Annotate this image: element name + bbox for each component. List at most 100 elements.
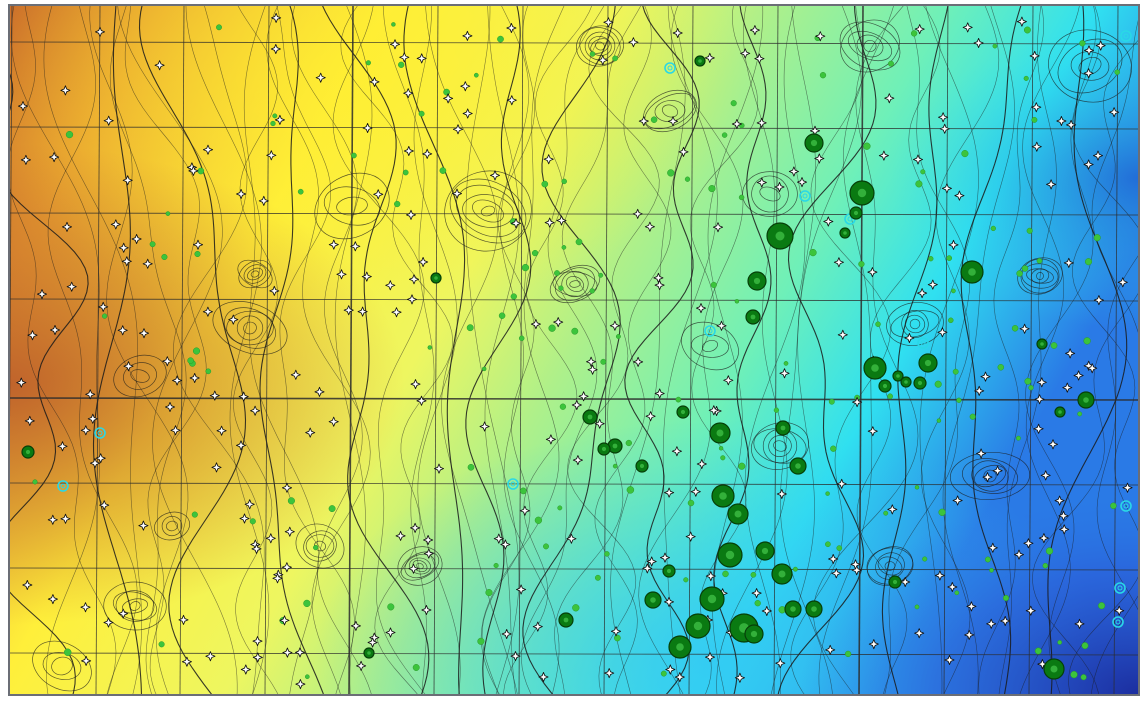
producing-well-marker — [914, 604, 920, 610]
producing-well-marker — [830, 445, 837, 452]
producing-well-marker — [287, 497, 295, 505]
producing-well-marker — [604, 551, 610, 557]
gas-show-ring-core — [847, 216, 853, 222]
producing-well-marker — [571, 327, 579, 335]
producing-well-marker — [63, 648, 72, 657]
production-bubble-center — [1050, 665, 1058, 673]
contour-loop — [238, 259, 272, 289]
contour-line — [276, 6, 355, 694]
production-bubble-center — [753, 277, 761, 285]
producing-well-marker — [615, 334, 621, 339]
producing-well-marker — [819, 72, 827, 79]
producing-well-marker — [572, 604, 580, 612]
production-bubble-center — [871, 364, 879, 372]
contour-loop — [840, 19, 900, 73]
contour-line — [920, 6, 1000, 694]
producing-well-marker — [792, 566, 798, 572]
producing-well-marker — [773, 407, 780, 413]
producing-well-marker — [734, 299, 740, 304]
gas-show-ring — [1120, 30, 1132, 42]
gas-show-ring — [917, 337, 929, 349]
gas-show-ring-core — [920, 340, 926, 346]
gas-show-ring-core — [1123, 33, 1129, 39]
producing-well-marker — [158, 641, 165, 648]
producing-well-marker — [519, 487, 527, 495]
grid-line-horizontal — [10, 41, 1138, 45]
contour-line — [47, 6, 138, 694]
producing-well-marker — [992, 43, 998, 49]
contour-line — [10, 6, 100, 694]
grid-line-horizontal — [10, 212, 1138, 216]
producing-well-marker — [1057, 640, 1063, 645]
producing-well-marker — [510, 293, 517, 300]
producing-well-marker — [1028, 385, 1034, 391]
contour-loop — [303, 530, 337, 562]
producing-well-marker — [518, 335, 525, 342]
grid-line-horizontal — [10, 567, 1138, 571]
contour-line — [185, 6, 270, 694]
producing-well-marker — [497, 35, 504, 43]
producing-well-marker — [984, 556, 991, 563]
producing-well-marker — [920, 169, 926, 175]
producing-well-marker — [1070, 670, 1078, 679]
contour-loop — [449, 178, 527, 244]
contour-line — [117, 6, 238, 694]
producing-well-marker — [883, 510, 889, 516]
producing-well-marker — [1079, 40, 1086, 47]
producing-well-marker — [467, 463, 475, 471]
production-bubble-center — [811, 606, 817, 612]
grid-line-vertical — [348, 6, 354, 694]
production-bubble-center — [612, 443, 618, 449]
producing-well-marker — [391, 22, 396, 27]
producing-well-marker — [197, 167, 205, 175]
producing-well-marker — [1031, 116, 1038, 123]
contour-line — [770, 6, 817, 694]
producing-well-marker — [1042, 562, 1049, 569]
gas-show-ring — [94, 427, 106, 439]
contour-map[interactable] — [10, 6, 1138, 694]
production-bubble-center — [563, 617, 569, 623]
gas-show-ring — [57, 480, 69, 492]
grid-line-vertical — [943, 6, 949, 694]
producing-well-marker — [394, 200, 401, 208]
production-bubble-center — [1040, 342, 1044, 346]
production-bubble-center — [601, 446, 607, 452]
grid-line-vertical — [10, 6, 13, 419]
grid-line-vertical — [433, 6, 439, 694]
contour-loop — [32, 640, 92, 692]
contour-loop — [305, 534, 335, 558]
producing-well-marker — [750, 571, 757, 578]
production-bubble-center — [904, 380, 908, 384]
production-bubble-center — [857, 188, 867, 198]
contour-loop — [123, 362, 157, 390]
contour-line — [813, 6, 919, 694]
contour-line — [942, 6, 1015, 694]
producing-well-marker — [534, 516, 543, 524]
production-bubble-center — [676, 643, 684, 651]
producing-well-marker — [858, 260, 865, 268]
producing-well-marker — [187, 357, 194, 364]
producing-well-marker — [165, 211, 171, 216]
production-bubble-center — [707, 594, 717, 604]
producing-well-marker — [863, 142, 871, 150]
producing-well-marker — [1015, 435, 1021, 441]
producing-well-marker — [934, 380, 942, 388]
contour-loop — [661, 104, 679, 118]
producing-well-marker — [466, 324, 474, 332]
contour-loop — [863, 39, 877, 53]
contour-loop — [51, 656, 73, 676]
production-bubble-center — [778, 570, 786, 578]
gas-show-rings — [57, 30, 1132, 628]
producing-well-marker — [708, 185, 716, 193]
producing-well-marker — [481, 366, 487, 372]
contour-loop — [973, 464, 1007, 488]
gas-show-ring-core — [1123, 503, 1129, 509]
contour-loop — [751, 175, 789, 213]
contour-line — [332, 6, 426, 694]
gas-show-ring-core — [510, 481, 516, 487]
gas-show-ring — [704, 325, 716, 337]
production-bubble-center — [780, 425, 786, 431]
contour-line — [522, 6, 621, 694]
producing-well-marker — [626, 486, 635, 494]
producing-well-marker — [710, 281, 717, 288]
